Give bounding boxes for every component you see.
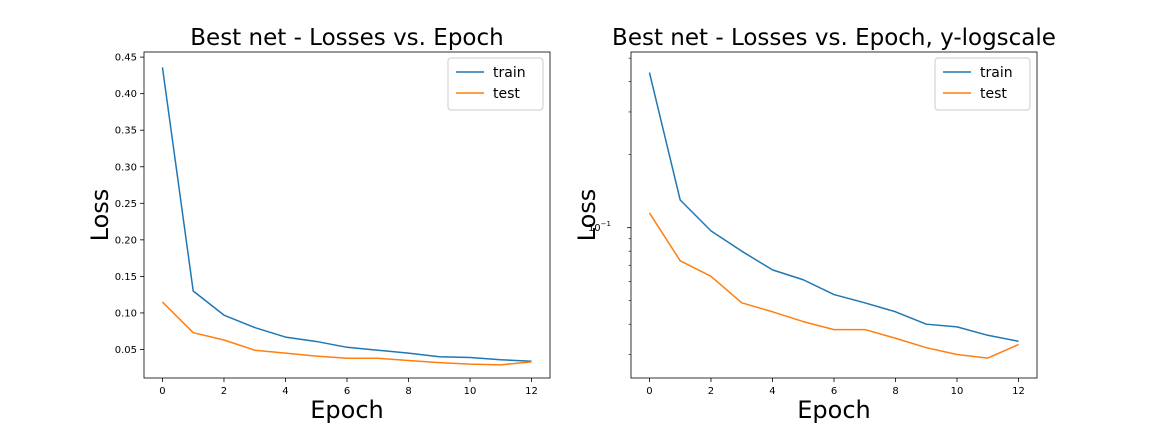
chart-1: Best net - Losses vs. Epoch Epoch Loss 0 2 4 6… — [86, 25, 551, 424]
y-tick-label: 0.10 — [115, 308, 137, 319]
legend-box — [447, 57, 544, 111]
chart-title: Best net - Losses vs. Epoch, y-logscale — [612, 25, 1056, 51]
x-axis-label: Epoch — [797, 396, 871, 424]
x-tick-label: 4 — [769, 386, 775, 397]
series-line-test — [161, 301, 532, 366]
x-tick-label: 12 — [525, 386, 538, 397]
y-tick-label: 10−1 — [588, 220, 611, 234]
legend: train test — [934, 57, 1031, 111]
series-line-train — [161, 67, 532, 362]
x-tick-label: 8 — [892, 386, 898, 397]
y-tick-label: 0.25 — [115, 199, 137, 210]
legend-label-test: test — [980, 86, 1007, 102]
y-tick-label: 0.30 — [115, 162, 137, 173]
y-tick-label: 0.15 — [115, 272, 137, 283]
x-tick-label: 4 — [282, 386, 288, 397]
y-tick-label: 0.05 — [115, 345, 137, 356]
chart-title: Best net - Losses vs. Epoch — [190, 25, 503, 51]
y-axis-label: Loss — [86, 189, 114, 242]
plot-frame — [630, 51, 1038, 379]
legend: train test — [447, 57, 544, 111]
x-tick-label: 6 — [344, 386, 350, 397]
chart-2: Best net - Losses vs. Epoch, y-logscale E… — [573, 25, 1056, 424]
y-axis-label: Loss — [573, 189, 601, 242]
y-tick-label: 0.45 — [115, 53, 137, 64]
legend-box — [934, 57, 1031, 111]
x-tick-label: 10 — [464, 386, 477, 397]
x-tick-label: 2 — [221, 386, 227, 397]
x-tick-label: 6 — [831, 386, 837, 397]
y-tick-label: 0.40 — [115, 89, 137, 100]
legend-label-train: train — [980, 65, 1013, 81]
plot-frame — [143, 51, 551, 379]
series-line-train — [648, 72, 1019, 343]
legend-label-test: test — [493, 86, 520, 102]
series-line-test — [648, 212, 1019, 359]
x-tick-label: 2 — [708, 386, 714, 397]
x-tick-label: 8 — [405, 386, 411, 397]
y-tick-label-base: 10 — [588, 223, 601, 234]
y-tick-label-exponent: −1 — [601, 220, 611, 228]
x-tick-label: 0 — [159, 386, 165, 397]
y-tick-label: 0.20 — [115, 235, 137, 246]
x-tick-label: 0 — [646, 386, 652, 397]
x-tick-label: 10 — [951, 386, 964, 397]
legend-label-train: train — [493, 65, 526, 81]
y-tick-label: 0.35 — [115, 126, 137, 137]
x-tick-label: 12 — [1012, 386, 1025, 397]
x-axis-label: Epoch — [310, 396, 384, 424]
